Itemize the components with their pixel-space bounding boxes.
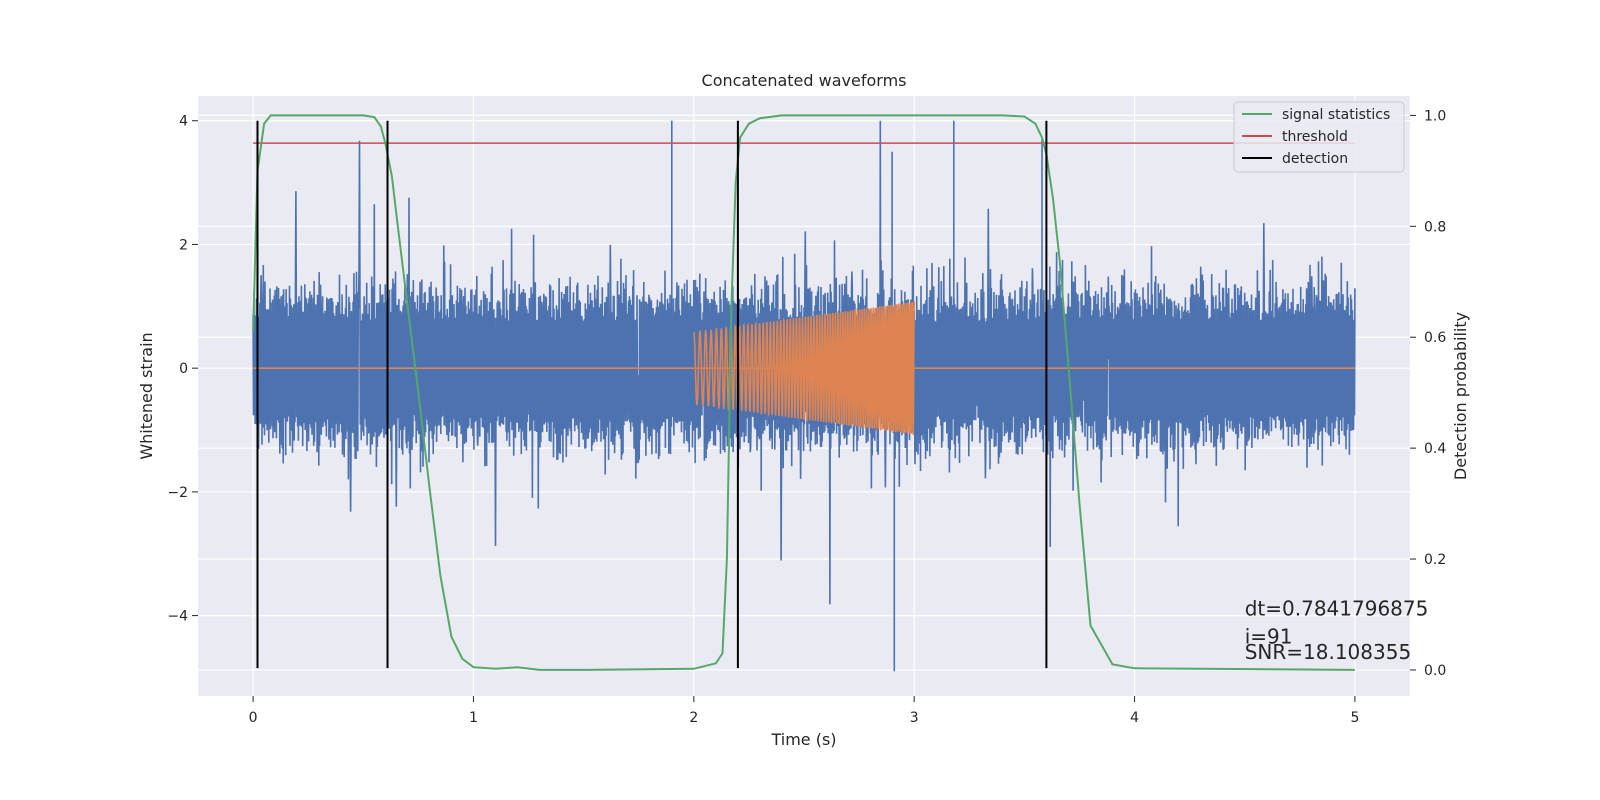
y-tick-label-4: 4 [179,114,188,130]
y-tick-label-0: −4 [167,609,188,625]
x-tick-label-4: 4 [1130,710,1139,726]
legend-label-1: threshold [1282,129,1348,145]
y-tick-label-1: −2 [167,485,188,501]
x-tick-label-5: 5 [1350,710,1359,726]
bottom-axis-ticks: 0 1 2 3 4 5 [249,696,1359,726]
right-axis-ticks: 0.0 0.2 0.4 0.6 0.8 1.0 [1410,108,1446,679]
x-axis-label: Time (s) [770,730,836,749]
legend: signal statistics threshold detection [1233,101,1405,173]
left-axis-ticks: −4 −2 0 2 4 [167,114,198,625]
legend-label-0: signal statistics [1282,107,1390,123]
annotation-1: i=91 [1245,624,1293,648]
y2-tick-label-1: 0.2 [1424,552,1446,568]
x-tick-label-2: 2 [689,710,698,726]
signal-statistics-line [252,114,1355,671]
strain-noise-series [252,120,1356,672]
legend-label-2: detection [1282,151,1348,167]
y2-tick-label-4: 0.8 [1424,219,1446,235]
y2-axis-label: Detection probability [1451,312,1470,480]
x-tick-label-1: 1 [469,710,478,726]
y-tick-label-2: 0 [179,361,188,377]
x-tick-label-3: 3 [910,710,919,726]
x-tick-label-0: 0 [249,710,258,726]
y2-tick-label-3: 0.6 [1424,330,1446,346]
chart-title: Concatenated waveforms [702,71,907,90]
y-tick-label-3: 2 [179,237,188,253]
y2-tick-label-2: 0.4 [1424,441,1446,457]
y2-tick-label-5: 1.0 [1424,108,1446,124]
annotation-0: dt=0.7841796875 [1245,597,1429,621]
y-axis-label: Whitened strain [137,332,156,459]
plot-series [252,114,1356,672]
legend-box [1233,101,1405,173]
y2-tick-label-0: 0.0 [1424,663,1446,679]
annotation-2: SNR=18.108355 [1245,640,1411,664]
